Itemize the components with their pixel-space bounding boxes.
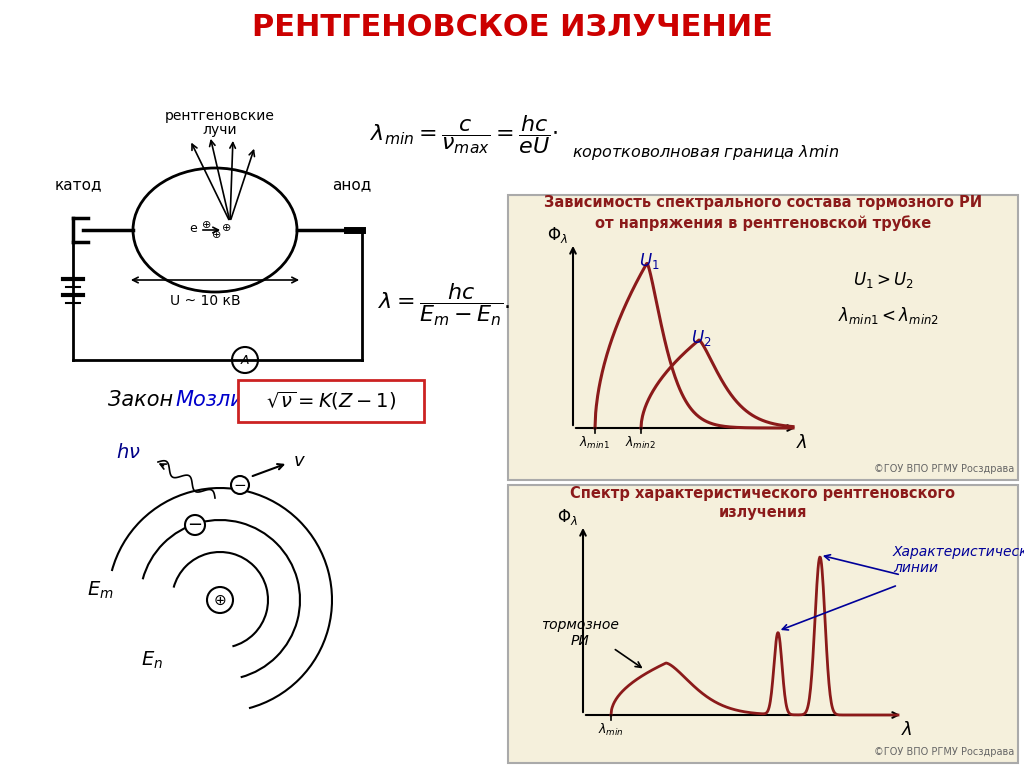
Text: $U_2$: $U_2$: [691, 328, 712, 348]
Text: $U_1$: $U_1$: [639, 251, 659, 271]
Text: анод: анод: [333, 177, 372, 192]
Text: e: e: [189, 222, 197, 235]
Text: $\lambda_{min}$: $\lambda_{min}$: [598, 722, 624, 738]
Text: рентгеновские: рентгеновские: [165, 109, 274, 123]
Text: $\sqrt{\nu} = K(Z-1)$: $\sqrt{\nu} = K(Z-1)$: [266, 390, 396, 412]
FancyBboxPatch shape: [508, 485, 1018, 763]
Text: Спектр характеристического рентгеновского
излучения: Спектр характеристического рентгеновског…: [570, 486, 955, 520]
Text: коротковолновая граница $\lambda$min: коротковолновая граница $\lambda$min: [572, 143, 840, 162]
Text: Характеристические
линии: Характеристические линии: [893, 545, 1024, 575]
Text: $h\nu$: $h\nu$: [116, 443, 140, 462]
Text: −: −: [187, 516, 203, 534]
FancyBboxPatch shape: [238, 380, 424, 422]
Text: ⊕: ⊕: [222, 223, 231, 233]
Text: $\lambda_{min1}$: $\lambda_{min1}$: [580, 435, 610, 451]
Text: $\Phi_\lambda$: $\Phi_\lambda$: [557, 507, 578, 527]
Circle shape: [185, 515, 205, 535]
Text: лучи: лучи: [203, 123, 238, 137]
Text: $\Phi_\lambda$: $\Phi_\lambda$: [547, 225, 568, 245]
Text: −: −: [233, 478, 247, 492]
Text: $\lambda$: $\lambda$: [797, 434, 808, 452]
Text: A: A: [241, 354, 249, 367]
Text: $\lambda = \dfrac{hc}{E_m - E_n}$$.$: $\lambda = \dfrac{hc}{E_m - E_n}$$.$: [378, 281, 511, 328]
Text: ©ГОУ ВПО РГМУ Росздрава: ©ГОУ ВПО РГМУ Росздрава: [873, 464, 1014, 474]
Text: $\lambda_{min1}<\lambda_{min2}$: $\lambda_{min1}<\lambda_{min2}$: [838, 304, 939, 325]
Text: $E_n$: $E_n$: [141, 650, 163, 670]
FancyBboxPatch shape: [508, 195, 1018, 480]
Text: тормозное
РИ: тормозное РИ: [541, 618, 618, 648]
Text: v: v: [294, 452, 304, 470]
Text: катод: катод: [54, 177, 101, 192]
Text: $E_m$: $E_m$: [87, 579, 114, 601]
Text: Закон: Закон: [108, 390, 180, 410]
Text: $\lambda$: $\lambda$: [901, 721, 912, 739]
Text: ©ГОУ ВПО РГМУ Росздрава: ©ГОУ ВПО РГМУ Росздрава: [873, 747, 1014, 757]
Text: Мозли: Мозли: [175, 390, 244, 410]
Text: $\lambda_{min} = \dfrac{c}{\nu_{max}} = \dfrac{hc}{eU}$$\cdot$: $\lambda_{min} = \dfrac{c}{\nu_{max}} = …: [370, 114, 558, 156]
Text: РЕНТГЕНОВСКОЕ ИЗЛУЧЕНИЕ: РЕНТГЕНОВСКОЕ ИЗЛУЧЕНИЕ: [252, 14, 772, 42]
Text: $U_1>U_2$: $U_1>U_2$: [853, 270, 913, 290]
Circle shape: [231, 476, 249, 494]
Text: ⊕: ⊕: [203, 220, 212, 230]
Text: ⊕: ⊕: [214, 592, 226, 607]
Text: Зависимость спектрального состава тормозного РИ
от напряжения в рентгеновской тр: Зависимость спектрального состава тормоз…: [544, 195, 982, 231]
Text: U ~ 10 кВ: U ~ 10 кВ: [170, 294, 241, 308]
Text: ⊕: ⊕: [212, 230, 221, 240]
Text: $\lambda_{min2}$: $\lambda_{min2}$: [626, 435, 656, 451]
Circle shape: [207, 587, 233, 613]
